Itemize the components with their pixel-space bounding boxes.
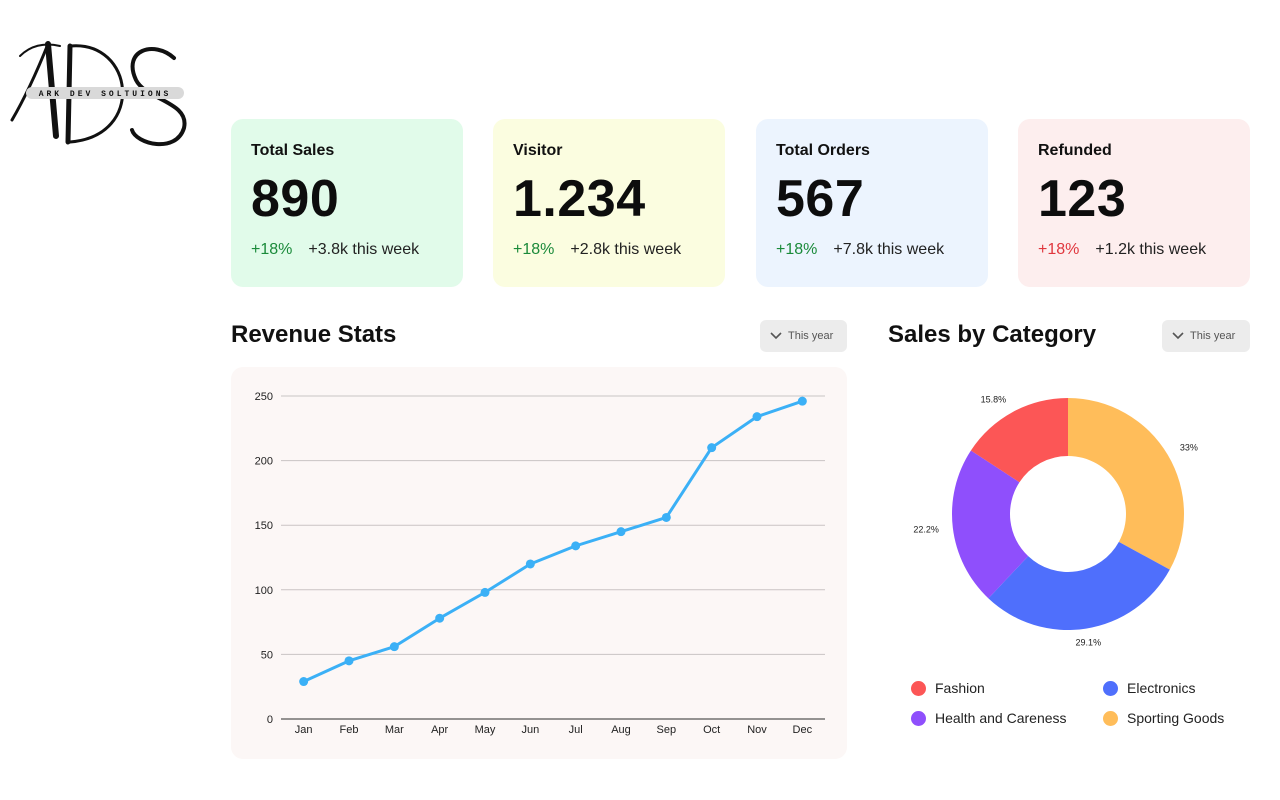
x-tick-label: Oct <box>703 724 720 736</box>
legend-item-fashion[interactable]: Fashion <box>911 680 1103 696</box>
legend-swatch <box>1103 680 1118 696</box>
dropdown-label: This year <box>788 330 834 342</box>
data-point <box>797 396 807 406</box>
card-title: Total Sales <box>251 142 335 159</box>
data-point <box>752 412 762 422</box>
donut-slice <box>1068 398 1184 570</box>
data-point <box>525 559 535 569</box>
data-point <box>435 613 445 623</box>
dropdown-label: This year <box>1190 330 1236 342</box>
legend-item-electronics[interactable]: Electronics <box>1103 680 1251 696</box>
legend-swatch <box>911 710 926 726</box>
data-point <box>299 677 309 687</box>
sales-by-category-title: Sales by Category <box>888 321 1097 348</box>
card-title: Total Orders <box>776 142 870 159</box>
slice-label: 29.1% <box>1076 637 1102 647</box>
legend-label: Health and Careness <box>935 710 1067 726</box>
y-tick-label: 100 <box>255 585 273 597</box>
card-value: 1.234 <box>513 170 646 228</box>
card-title: Refunded <box>1038 142 1112 159</box>
x-tick-label: Mar <box>385 724 404 736</box>
card-week-change: +1.2k this week <box>1095 241 1207 258</box>
card-delta: +18% <box>513 241 555 258</box>
x-tick-label: Feb <box>340 724 359 736</box>
card-delta: +18% <box>251 241 293 258</box>
x-tick-label: Aug <box>611 724 631 736</box>
category-period-dropdown[interactable]: This year <box>1162 320 1250 352</box>
chevron-down-icon <box>770 332 782 340</box>
logo-tagline: ARK DEV SOLTUIONS <box>39 90 172 99</box>
donut-slice <box>970 398 1068 483</box>
x-tick-label: Jul <box>569 724 583 736</box>
y-tick-label: 50 <box>261 649 273 661</box>
data-point <box>389 642 399 652</box>
revenue-period-dropdown[interactable]: This year <box>760 320 847 352</box>
y-tick-label: 200 <box>255 456 273 468</box>
legend-item-health[interactable]: Health and Careness <box>911 710 1103 726</box>
slice-label: 15.8% <box>981 395 1007 405</box>
x-tick-label: May <box>475 724 496 736</box>
legend-label: Fashion <box>935 680 985 696</box>
card-delta: +18% <box>776 241 818 258</box>
data-point <box>571 541 581 551</box>
data-point <box>344 656 354 666</box>
legend-swatch <box>911 680 926 696</box>
ads-logo: ARK DEV SOLTUIONS <box>4 36 194 152</box>
card-week-change: +3.8k this week <box>308 241 420 258</box>
card-week-change: +7.8k this week <box>833 241 945 258</box>
revenue-chart: 0 50 100 150 200 250 Jan Feb Mar Apr May Jun Jul Aug S… <box>231 367 847 759</box>
slice-label: 22.2% <box>913 524 939 534</box>
total-sales-card: Total Sales 890 +18% +3.8k this week <box>231 119 463 287</box>
revenue-series-line <box>303 399 803 683</box>
card-value: 567 <box>776 170 865 228</box>
legend-item-sporting[interactable]: Sporting Goods <box>1103 710 1251 726</box>
x-tick-label: Jun <box>521 724 539 736</box>
data-point <box>707 443 717 453</box>
data-point <box>661 512 671 522</box>
donut-slice <box>988 541 1170 630</box>
legend-swatch <box>1103 710 1118 726</box>
category-legend: Fashion Electronics Health and Careness … <box>911 680 1251 726</box>
x-tick-label: Nov <box>747 724 767 736</box>
donut-slice <box>952 450 1029 599</box>
total-orders-card: Total Orders 567 +18% +7.8k this week <box>756 119 988 287</box>
chevron-down-icon <box>1172 332 1184 340</box>
card-week-change: +2.8k this week <box>570 241 682 258</box>
data-point <box>480 587 490 597</box>
card-delta: +18% <box>1038 241 1080 258</box>
slice-label: 33% <box>1180 443 1198 453</box>
x-tick-label: Apr <box>431 724 448 736</box>
x-tick-label: Dec <box>793 724 813 736</box>
x-tick-label: Jan <box>295 724 313 736</box>
legend-label: Sporting Goods <box>1127 710 1225 726</box>
legend-label: Electronics <box>1127 680 1196 696</box>
card-title: Visitor <box>513 142 563 159</box>
card-value: 890 <box>251 170 340 228</box>
card-value: 123 <box>1038 170 1127 228</box>
x-tick-label: Sep <box>657 724 677 736</box>
data-point <box>616 527 626 537</box>
y-tick-label: 0 <box>267 714 273 726</box>
refunded-card: Refunded 123 +18% +1.2k this week <box>1018 119 1250 287</box>
revenue-line-chart: 0 50 100 150 200 250 Jan Feb Mar Apr May Jun Jul Aug S… <box>255 391 825 736</box>
sales-donut-chart: 33% 29.1% 22.2% 15.8% <box>888 380 1250 660</box>
y-tick-label: 150 <box>255 520 273 532</box>
visitor-card: Visitor 1.234 +18% +2.8k this week <box>493 119 725 287</box>
revenue-stats-title: Revenue Stats <box>231 321 397 348</box>
y-tick-label: 250 <box>255 391 273 403</box>
